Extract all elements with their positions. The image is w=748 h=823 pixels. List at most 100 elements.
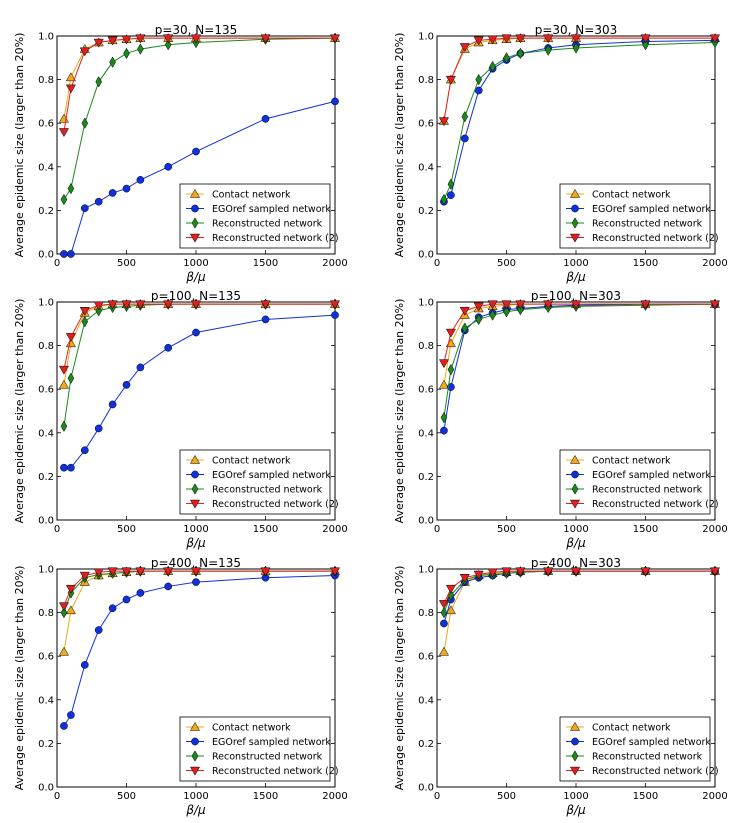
legend-label: Reconstructed network (2) bbox=[592, 233, 719, 244]
x-tick-label: 1000 bbox=[563, 524, 588, 535]
data-point-3-7 bbox=[163, 300, 174, 310]
chart-title: p=30, N=303 bbox=[535, 23, 618, 37]
data-point-3-6 bbox=[515, 300, 526, 310]
data-point-3-10 bbox=[709, 300, 721, 310]
data-point-3-2 bbox=[79, 571, 90, 581]
y-tick-label: 0.2 bbox=[38, 739, 54, 750]
legend: Contact network EGOref sampled network Rec… bbox=[559, 183, 719, 249]
legend-label: Contact network bbox=[592, 456, 671, 467]
legend-marker-1 bbox=[191, 470, 199, 479]
data-point-2-2 bbox=[81, 315, 89, 328]
x-tick-label: 0 bbox=[54, 791, 60, 802]
chart-panel-5: 0 500 1000 1500 2000 0.0 0.2 0.4 0.6 0.8 1.0 p=400,… bbox=[393, 556, 728, 817]
y-tick-label: 0.8 bbox=[418, 608, 434, 619]
data-point-3-5 bbox=[501, 300, 512, 310]
data-point-1-6 bbox=[136, 176, 145, 184]
data-point-3-6 bbox=[135, 300, 146, 310]
data-point-3-9 bbox=[260, 567, 271, 577]
data-point-3-8 bbox=[190, 567, 202, 577]
legend-marker-0 bbox=[569, 454, 581, 464]
data-point-2-5 bbox=[503, 52, 510, 64]
chart-panel-2: 0 500 1000 1500 2000 0.0 0.2 0.4 0.6 0.8 1.0 p=100,… bbox=[13, 289, 348, 550]
data-point-1-7 bbox=[164, 582, 173, 591]
data-point-3-0 bbox=[58, 128, 69, 138]
data-point-1-7 bbox=[164, 343, 173, 352]
legend-marker-0 bbox=[189, 454, 201, 464]
data-point-1-4 bbox=[108, 189, 117, 197]
data-point-3-5 bbox=[121, 567, 132, 577]
data-point-3-6 bbox=[135, 34, 146, 44]
x-tick-label: 500 bbox=[117, 258, 136, 269]
y-tick-label: 0.0 bbox=[38, 250, 54, 261]
chart-title: p=400, N=303 bbox=[531, 556, 621, 570]
data-point-0-1 bbox=[65, 338, 76, 348]
data-point-3-2 bbox=[459, 43, 470, 53]
legend-marker-2 bbox=[571, 217, 579, 229]
legend-label: Reconstructed network (2) bbox=[212, 499, 339, 510]
legend-marker-0 bbox=[189, 188, 201, 198]
data-point-3-10 bbox=[329, 567, 341, 577]
legend-label: Reconstructed network bbox=[212, 219, 323, 230]
x-tick-label: 0 bbox=[434, 524, 440, 535]
data-point-3-5 bbox=[501, 567, 512, 577]
y-tick-label: 0.4 bbox=[418, 162, 434, 173]
data-point-1-6 bbox=[136, 363, 145, 372]
y-tick-label: 0.6 bbox=[418, 652, 434, 663]
data-point-3-6 bbox=[515, 34, 526, 44]
y-tick-label: 0.0 bbox=[38, 516, 54, 527]
legend-label: EGOref sampled network bbox=[592, 737, 711, 748]
y-axis-label: Average epidemic size (larger than 20%) bbox=[13, 299, 26, 524]
data-point-3-3 bbox=[473, 302, 484, 312]
data-point-3-0 bbox=[58, 365, 69, 375]
data-point-3-6 bbox=[135, 567, 146, 577]
data-point-1-2 bbox=[80, 204, 89, 213]
data-point-1-9 bbox=[261, 315, 270, 324]
legend-marker-3 bbox=[189, 499, 201, 509]
legend-box bbox=[559, 716, 711, 782]
legend-marker-1 bbox=[571, 470, 579, 479]
data-point-2-0 bbox=[440, 193, 448, 206]
data-point-3-3 bbox=[93, 568, 104, 578]
chart-title: p=100, N=135 bbox=[151, 289, 241, 303]
data-point-3-9 bbox=[260, 300, 271, 310]
y-tick-label: 0.0 bbox=[418, 250, 434, 261]
data-point-1-1 bbox=[67, 250, 75, 258]
legend-label: EGOref sampled network bbox=[212, 737, 331, 748]
x-tick-label: 2000 bbox=[322, 258, 347, 269]
y-tick-label: 0.4 bbox=[418, 695, 434, 706]
legend-box bbox=[179, 183, 331, 249]
x-tick-label: 1500 bbox=[633, 791, 658, 802]
data-point-3-5 bbox=[121, 35, 132, 45]
data-point-0-0 bbox=[438, 379, 449, 389]
data-point-2-0 bbox=[60, 606, 68, 619]
data-point-3-1 bbox=[445, 75, 456, 85]
x-tick-label: 0 bbox=[54, 524, 60, 535]
legend-label: Reconstructed network bbox=[592, 485, 703, 496]
data-point-1-8 bbox=[192, 578, 200, 586]
data-point-3-7 bbox=[543, 300, 554, 310]
legend-marker-3 bbox=[569, 233, 581, 243]
legend-label: Reconstructed network (2) bbox=[212, 766, 339, 777]
data-point-2-0 bbox=[60, 193, 68, 206]
chart-panel-1: 0 500 1000 1500 2000 0.0 0.2 0.4 0.6 0.8 1.0 p=30, … bbox=[393, 23, 728, 284]
data-point-3-2 bbox=[79, 47, 90, 57]
y-tick-label: 1.0 bbox=[38, 298, 54, 309]
data-point-0-0 bbox=[58, 646, 69, 656]
x-tick-label: 1000 bbox=[563, 258, 588, 269]
x-tick-label: 2000 bbox=[702, 524, 727, 535]
y-tick-label: 1.0 bbox=[418, 565, 434, 576]
data-point-1-10 bbox=[331, 97, 339, 106]
x-tick-label: 500 bbox=[497, 258, 516, 269]
y-tick-label: 0.2 bbox=[38, 472, 54, 483]
data-point-3-4 bbox=[487, 35, 498, 45]
legend-marker-2 bbox=[191, 750, 199, 762]
data-point-3-3 bbox=[473, 570, 484, 580]
x-tick-label: 1000 bbox=[183, 791, 208, 802]
legend-marker-2 bbox=[571, 483, 579, 495]
data-point-3-4 bbox=[107, 36, 118, 46]
x-axis-label: β/μ bbox=[565, 270, 586, 284]
legend-marker-3 bbox=[189, 233, 201, 243]
data-point-2-9 bbox=[642, 39, 649, 51]
y-tick-label: 0.0 bbox=[418, 783, 434, 794]
data-point-3-3 bbox=[93, 301, 104, 311]
